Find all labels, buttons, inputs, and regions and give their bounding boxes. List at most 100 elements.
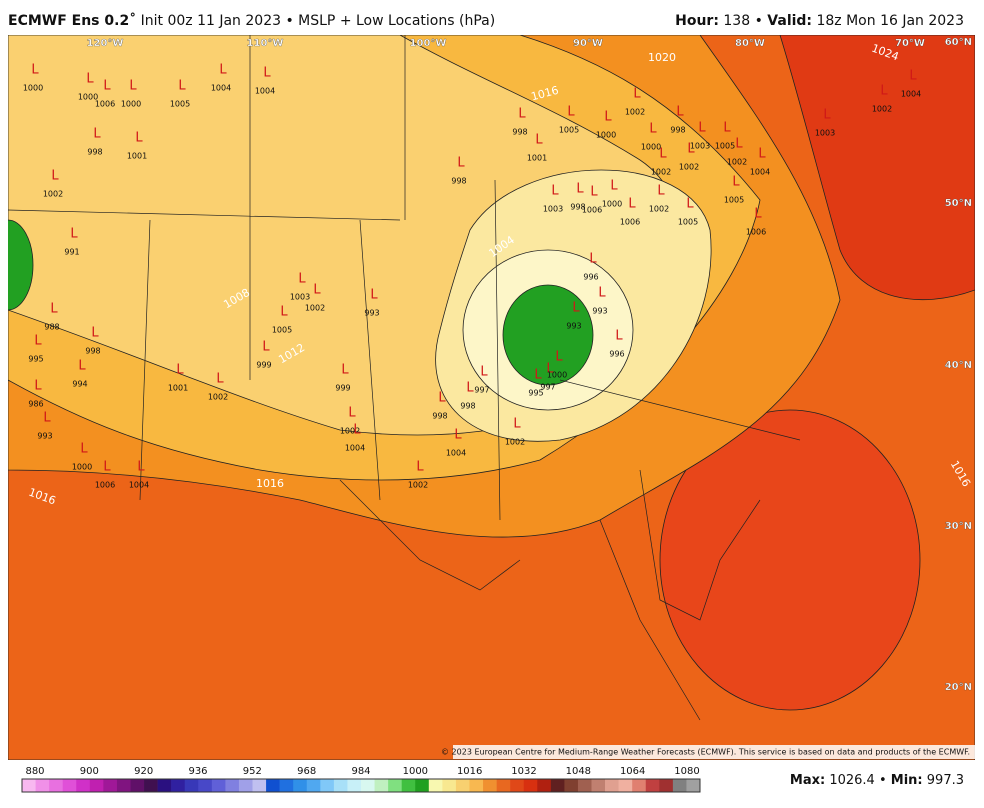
- low-symbol: L: [628, 197, 636, 212]
- low-symbol: L: [34, 379, 42, 394]
- colorbar-tick-label: 936: [188, 766, 207, 777]
- low-value: 1002: [872, 105, 892, 114]
- lon-label: 70°W: [895, 38, 925, 49]
- low-value: 999: [256, 361, 271, 370]
- colorbar-swatch: [333, 779, 348, 792]
- low-value: 1000: [596, 131, 616, 140]
- low-value: 1006: [620, 218, 640, 227]
- colorbar-swatch: [605, 779, 619, 792]
- low-value: 993: [37, 432, 52, 441]
- colorbar-swatch: [306, 779, 321, 792]
- low-value: 1005: [715, 142, 735, 151]
- colorbar-swatch: [415, 779, 430, 792]
- low-value: 988: [44, 323, 59, 332]
- separator: •: [879, 773, 887, 788]
- low-value: 998: [432, 412, 447, 421]
- max: 1026.4: [829, 773, 875, 788]
- low-symbol: L: [51, 169, 59, 184]
- colorbar-swatch: [632, 779, 647, 792]
- low-symbol: L: [216, 372, 224, 387]
- low-value: 1004: [750, 168, 770, 177]
- low-value: 1002: [208, 393, 228, 402]
- low-symbol: L: [649, 122, 657, 137]
- min-label: Min:: [891, 773, 923, 788]
- low-symbol: L: [687, 142, 695, 157]
- colorbar-swatch: [537, 779, 552, 792]
- low-symbol: L: [686, 197, 694, 212]
- low-symbol: L: [735, 137, 743, 152]
- lon-label: 100°W: [410, 38, 447, 49]
- colorbar-swatch: [388, 779, 402, 792]
- low-value: 998: [451, 177, 466, 186]
- colorbar-swatch: [347, 779, 362, 792]
- contour-label: 1020: [648, 51, 676, 64]
- colorbar-swatch: [293, 779, 308, 792]
- low-symbol: L: [103, 79, 111, 94]
- low-symbol: L: [567, 105, 575, 120]
- lat-label: 30°N: [945, 521, 972, 532]
- colorbar-frame: [21, 778, 701, 793]
- colorbar-tick-label: 920: [134, 766, 153, 777]
- low-symbol: L: [219, 63, 227, 78]
- low-symbol: L: [534, 368, 542, 383]
- low-value: 1001: [168, 384, 188, 393]
- low-symbol: L: [657, 184, 665, 199]
- colorbar-swatch: [483, 779, 497, 792]
- pressure-zone: [779, 35, 975, 300]
- low-value: 1004: [129, 481, 149, 490]
- colorbar-swatch: [184, 779, 199, 792]
- low-symbol: L: [137, 460, 145, 475]
- low-symbol: L: [86, 72, 94, 87]
- low-symbol: L: [610, 179, 618, 194]
- colorbar-swatch: [374, 779, 389, 792]
- low-symbol: L: [348, 406, 356, 421]
- low-value: 986: [28, 400, 43, 409]
- low-value: 1005: [170, 100, 190, 109]
- low-symbol: L: [535, 133, 543, 148]
- low-value: 993: [566, 322, 581, 331]
- lat-label: 60°N: [945, 37, 972, 48]
- copyright-bg: [453, 745, 975, 759]
- low-value: 1006: [95, 100, 115, 109]
- lon-label: 120°W: [87, 38, 124, 49]
- low-symbol: L: [518, 107, 526, 122]
- colorbar-swatch: [157, 779, 172, 792]
- low-value: 1003: [290, 293, 310, 302]
- valid-label: Valid:: [767, 13, 812, 29]
- low-symbol: L: [280, 305, 288, 320]
- colorbar-swatch: [510, 779, 525, 792]
- low-value: 1001: [127, 152, 147, 161]
- lat-label: 40°N: [945, 360, 972, 371]
- low-symbol: L: [615, 329, 623, 344]
- low-symbol: L: [341, 363, 349, 378]
- low-value: 1006: [95, 481, 115, 490]
- colorbar-swatch: [645, 779, 660, 792]
- low-value: 998: [512, 128, 527, 137]
- colorbar-tick-label: 1032: [511, 766, 536, 777]
- low-symbol: L: [546, 362, 554, 377]
- colorbar-swatch: [455, 779, 470, 792]
- colorbar-swatch: [62, 779, 77, 792]
- low-symbol: L: [43, 411, 51, 426]
- colorbar-tick-label: 900: [80, 766, 99, 777]
- low-value: 993: [592, 307, 607, 316]
- low-symbol: L: [513, 417, 521, 432]
- low-value: 1004: [345, 444, 365, 453]
- lat-label: 50°N: [945, 198, 972, 209]
- low-symbol: L: [572, 301, 580, 316]
- low-symbol: L: [262, 340, 270, 355]
- header-right: Hour: 138 • Valid: 18z Mon 16 Jan 2023: [675, 13, 964, 29]
- low-value: 1000: [78, 93, 98, 102]
- colorbar-swatch: [22, 779, 36, 792]
- low-symbol: L: [758, 147, 766, 162]
- low-value: 998: [85, 347, 100, 356]
- pressure-zone: [8, 219, 34, 311]
- colorbar-swatch: [225, 779, 240, 792]
- low-value: 1005: [724, 196, 744, 205]
- pressure-zone: [659, 409, 921, 711]
- low-symbol: L: [480, 365, 488, 380]
- low-symbol: L: [754, 207, 762, 222]
- low-value: 996: [609, 350, 624, 359]
- lon-label: 80°W: [735, 38, 765, 49]
